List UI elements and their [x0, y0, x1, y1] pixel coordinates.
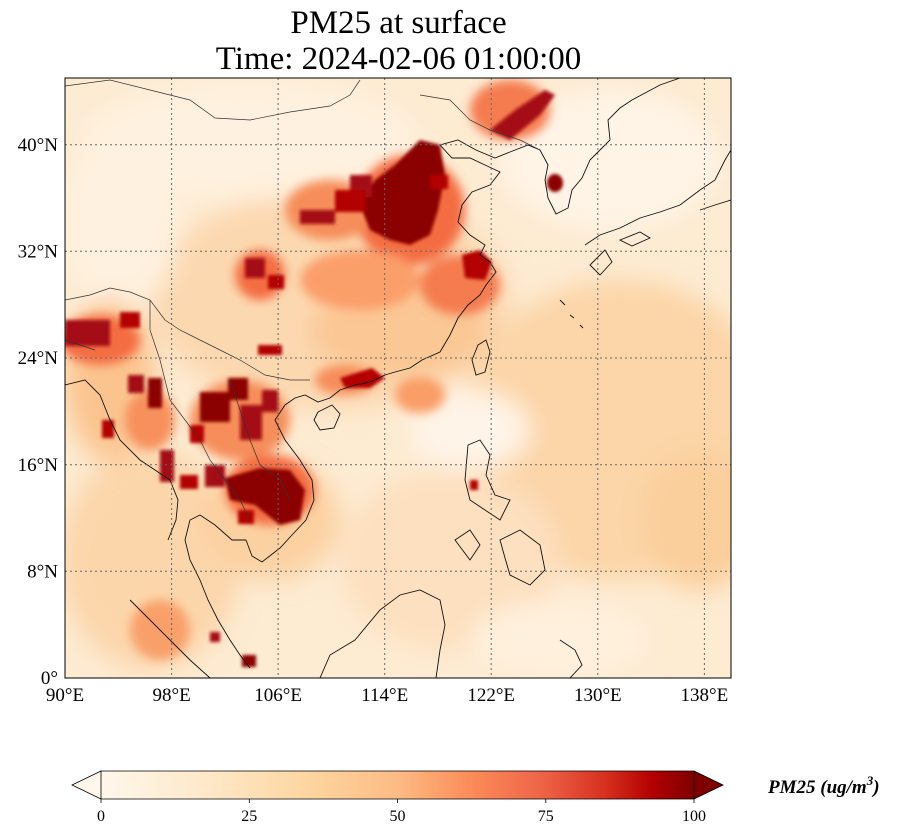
coastline-palawan: [454, 529, 481, 561]
colorbar-label: PM25 (ug/m3): [767, 773, 880, 798]
colorbar-tick-label: 0: [97, 808, 105, 825]
colorbar-gradient: [101, 771, 694, 799]
country-borders: [65, 79, 541, 521]
coastline-east-asia: [384, 78, 681, 376]
coastline-japan-east: [699, 199, 731, 211]
coastline-malay-peninsula: [184, 514, 251, 669]
lon-tick-label: 130°E: [574, 685, 622, 706]
coastline-honshu: [584, 149, 731, 246]
coastline-luzon: [464, 439, 511, 521]
colorbar-label-main: PM25 (ug/m: [767, 777, 867, 798]
lon-tick-label: 138°E: [681, 685, 729, 706]
lon-tick-labels: 90°E 98°E 106°E 114°E 122°E 130°E 138°E: [46, 685, 728, 706]
coastline-sulawesi: [559, 639, 583, 678]
lat-tick-label: 40°N: [18, 135, 59, 156]
map-frame: [64, 77, 732, 679]
colorbar-tick-label: 25: [241, 808, 257, 825]
coastlines: [65, 78, 731, 678]
colorbar-label-end: ): [871, 777, 879, 798]
coastline-myanmar: [65, 379, 179, 541]
coastline-vietnam: [245, 374, 386, 563]
coastline-shikoku: [618, 231, 651, 247]
lat-tick-labels: 0° 8°N 16°N 24°N 32°N 40°N: [18, 135, 59, 689]
colorbar-extend-min: [71, 770, 102, 800]
border-china-mongolia: [65, 79, 361, 121]
border-myanmar-thailand: [149, 300, 211, 461]
border-thailand-cambodia: [209, 459, 251, 521]
field-hotspots: [65, 90, 563, 667]
colorbar-tick-label: 50: [390, 808, 406, 825]
border-china-northeast: [419, 94, 541, 151]
colorbar-extend-max: [693, 770, 724, 800]
lon-tick-label: 98°E: [152, 685, 190, 706]
coastline-mindanao: [499, 529, 546, 586]
lat-tick-label: 32°N: [18, 242, 59, 263]
border-china-south: [65, 287, 310, 381]
colorbar-tick-marks: [100, 799, 695, 803]
colorbar-tick-label: 75: [538, 808, 554, 825]
gridlines: [65, 78, 731, 678]
lat-tick-label: 8°N: [27, 562, 58, 583]
colorbar: 0 25 50 75 100 PM25 (ug/m3): [71, 770, 880, 825]
lat-tick-label: 24°N: [18, 348, 59, 369]
colorbar-tick-labels: 0 25 50 75 100: [97, 808, 706, 825]
lon-tick-label: 106°E: [254, 685, 302, 706]
map-title-line1: PM25 at surface: [290, 5, 507, 41]
lat-tick-label: 16°N: [18, 455, 59, 476]
lon-tick-label: 114°E: [361, 685, 408, 706]
colorbar-tick-label: 100: [682, 808, 706, 825]
lat-tick-label: 0°: [41, 668, 58, 689]
lon-tick-label: 122°E: [467, 685, 515, 706]
colorbar-label-superscript: 3: [866, 773, 874, 788]
coastline-ryukyu: [559, 299, 584, 329]
coastline-kyushu: [589, 249, 613, 276]
coastline-borneo: [319, 589, 446, 678]
border-laos-vietnam: [229, 379, 291, 501]
pm25-field: [65, 78, 731, 678]
map-title-line2: Time: 2024-02-06 01:00:00: [215, 41, 582, 77]
lon-tick-label: 90°E: [46, 685, 84, 706]
border-india-myanmar: [65, 339, 96, 351]
coastline-hainan: [313, 404, 341, 431]
coastline-taiwan: [471, 339, 491, 376]
coastline-sumatra: [129, 599, 211, 678]
